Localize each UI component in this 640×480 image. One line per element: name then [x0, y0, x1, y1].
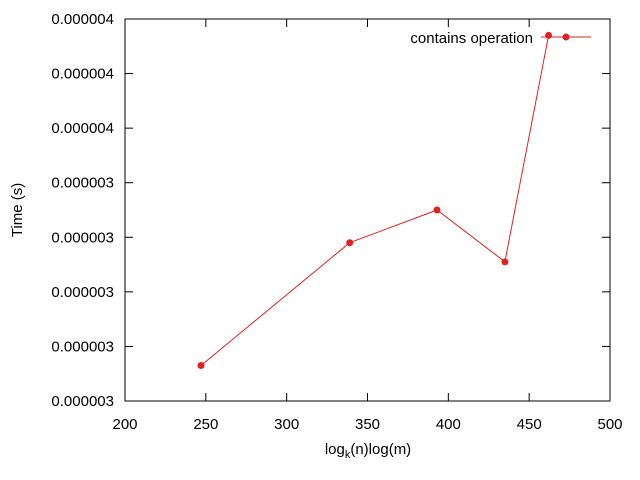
legend: contains operation — [410, 30, 591, 47]
data-point — [346, 239, 354, 247]
x-axis-label: logk(n)log(m) — [325, 441, 411, 461]
y-tick-label: 0.000004 — [51, 120, 114, 137]
x-tick-label: 300 — [274, 416, 299, 433]
x-tick-label: 400 — [436, 416, 461, 433]
x-tick-label: 450 — [517, 416, 542, 433]
x-tick-label: 500 — [597, 416, 622, 433]
y-axis-label: Time (s) — [9, 183, 26, 237]
data-point — [501, 258, 509, 266]
y-tick-label: 0.000003 — [51, 284, 114, 301]
data-point — [545, 31, 553, 39]
data-point — [433, 206, 441, 214]
x-axis: 200 250 300 350 400 450 500 — [112, 19, 623, 433]
legend-label-contains-operation: contains operation — [410, 30, 533, 47]
x-tick-label: 250 — [193, 416, 218, 433]
data-point — [197, 362, 205, 370]
legend-marker — [562, 33, 570, 41]
y-tick-label: 0.000003 — [51, 338, 114, 355]
series-line-contains-operation — [200, 35, 550, 366]
y-axis: 0.000003 0.000003 0.000003 0.000003 0.000003… — [51, 11, 610, 410]
y-tick-label: 0.000003 — [51, 393, 114, 410]
x-tick-label: 200 — [112, 416, 137, 433]
x-tick-label: 350 — [355, 416, 380, 433]
y-tick-label: 0.000004 — [51, 66, 114, 83]
y-tick-label: 0.000003 — [51, 175, 114, 192]
plot-border — [124, 18, 611, 402]
y-tick-label: 0.000003 — [51, 229, 114, 246]
plot-area — [124, 18, 611, 402]
series-layer — [197, 31, 553, 370]
y-tick-label: 0.000004 — [51, 11, 114, 28]
